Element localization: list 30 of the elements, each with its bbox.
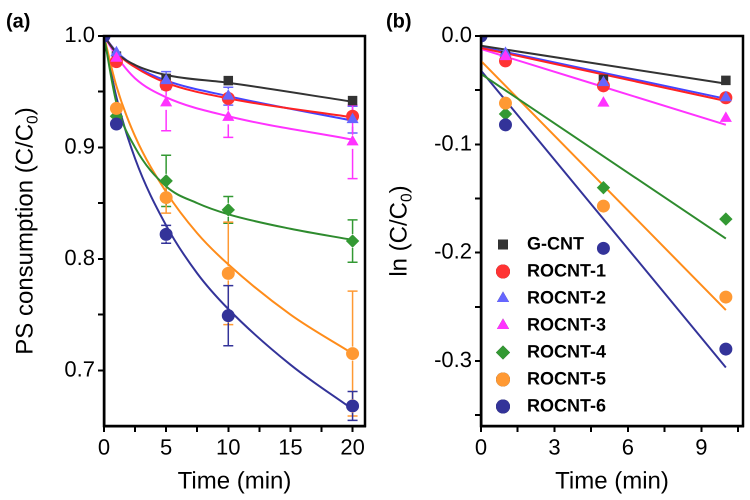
x-tick-label: 9 [695,434,708,460]
y-tick-label: -0.3 [434,347,472,372]
legend-label: ROCNT-3 [527,314,606,334]
y-tick-label: -0.2 [434,238,472,264]
legend-label: ROCNT-2 [527,287,606,308]
x-tick-label: 6 [622,434,634,460]
chart-title: (b) [386,10,412,33]
chart-title: (a) [6,10,30,33]
y-tick-label: 1.0 [64,22,95,48]
y-axis-title: ln (C/C0) [386,185,416,277]
x-tick-label: 3 [548,434,561,460]
y-axis-title: PS consumption (C/C0) [12,107,42,355]
x-axis-title: Time (min) [178,468,292,495]
x-tick-label: 0 [98,434,110,460]
x-tick-label: 20 [340,434,365,460]
y-tick-label: -0.1 [434,130,472,156]
legend-label: ROCNT-1 [527,260,606,280]
x-tick-label: 15 [278,434,303,460]
y-tick-label: 0.7 [64,356,95,382]
y-tick-label: 0.8 [64,244,95,270]
legend-label: ROCNT-4 [527,341,606,362]
legend-label: ROCNT-5 [527,368,606,388]
x-tick-label: 5 [160,434,172,460]
y-tick-label: 0.0 [441,22,472,48]
y-tick-label: 0.9 [64,133,95,158]
legend-label: G-CNT [527,233,584,254]
x-tick-label: 0 [474,434,488,460]
x-tick-label: 10 [216,434,241,460]
legend-label: ROCNT-6 [527,395,606,416]
x-axis-title: Time (min) [555,468,669,495]
